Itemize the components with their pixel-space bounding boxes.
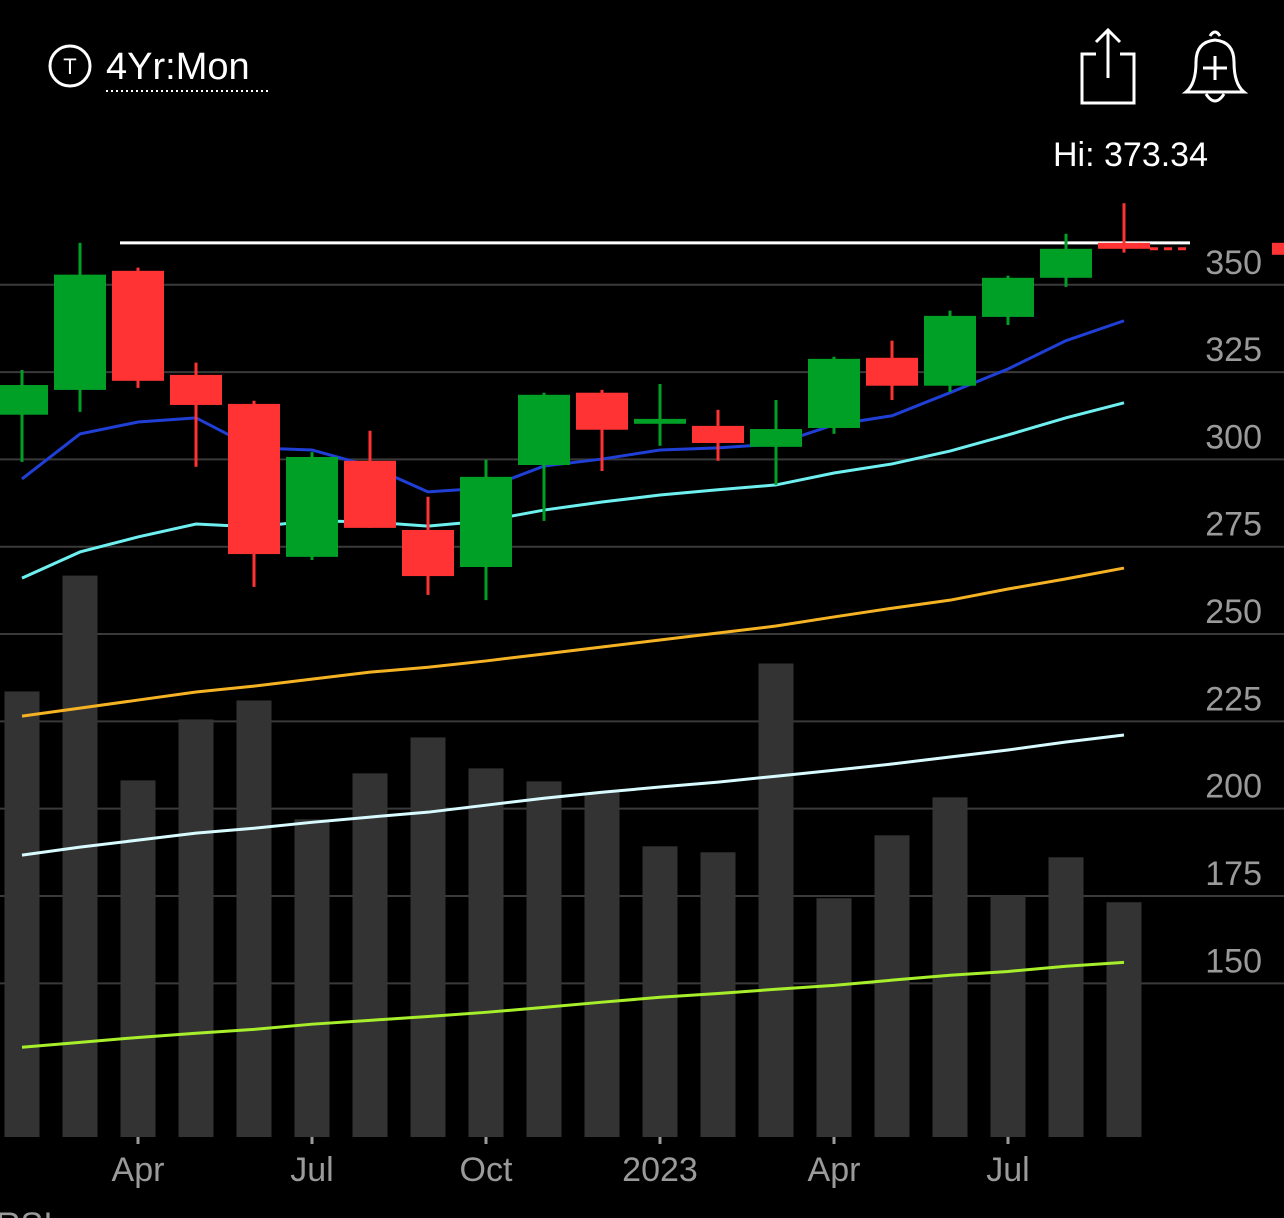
period-icon xyxy=(48,44,92,88)
body xyxy=(634,418,686,424)
volume-bar xyxy=(816,898,852,1137)
body xyxy=(54,274,106,390)
share-box xyxy=(1080,52,1136,105)
y-tick-label: 350 xyxy=(1205,244,1262,282)
body xyxy=(866,357,918,386)
volume-bar xyxy=(62,575,98,1137)
moving-average xyxy=(21,733,1125,857)
x-tick-label: Jul xyxy=(986,1151,1029,1189)
moving-average xyxy=(21,960,1125,1049)
volume-bar xyxy=(1048,857,1084,1137)
volume-bars xyxy=(4,575,1142,1137)
volume-bar xyxy=(642,846,678,1137)
x-tick-label: Apr xyxy=(112,1151,165,1189)
x-tick-label: Oct xyxy=(460,1151,513,1189)
alert-button[interactable] xyxy=(1181,30,1249,103)
volume-bar xyxy=(526,781,562,1137)
volume-bar xyxy=(294,819,330,1137)
volume-bar xyxy=(178,719,214,1137)
body xyxy=(518,394,570,466)
volume-bar xyxy=(352,773,388,1137)
body xyxy=(982,277,1034,317)
grid xyxy=(0,283,1284,985)
hi-label: Hi: 373.34 xyxy=(1053,136,1208,174)
volume-bar xyxy=(584,792,620,1137)
x-tick-label: Jul xyxy=(290,1151,333,1189)
share-arrow xyxy=(1094,27,1122,78)
y-tick-label: 225 xyxy=(1205,680,1262,718)
period-label: 4Yr:Mon xyxy=(106,46,250,88)
y-tick-label: 175 xyxy=(1205,855,1262,893)
share-button[interactable] xyxy=(1080,27,1136,105)
body xyxy=(1098,242,1150,249)
volume-bar xyxy=(468,768,504,1137)
body xyxy=(808,358,860,428)
y-tick-label: 325 xyxy=(1205,331,1262,369)
y-tick-label: 275 xyxy=(1205,506,1262,544)
body xyxy=(228,403,280,555)
period-selector[interactable]: T 4Yr:Mon xyxy=(48,44,268,92)
body xyxy=(170,374,222,405)
volume-bar xyxy=(932,797,968,1137)
body xyxy=(1040,248,1092,278)
bell-plus xyxy=(1203,30,1227,103)
body xyxy=(924,315,976,386)
body xyxy=(0,385,48,415)
x-tick-label: Apr xyxy=(808,1151,861,1189)
volume-bar xyxy=(4,691,40,1137)
ticks: 150 175 200 225 250 275 300 325 350 Apr Jul Oct 2023… xyxy=(112,244,1262,1189)
body xyxy=(576,392,628,430)
volume-bar xyxy=(410,737,446,1137)
volume-bar xyxy=(236,700,272,1137)
moving-average xyxy=(21,566,1125,718)
body xyxy=(344,460,396,528)
y-tick-label: 200 xyxy=(1205,768,1262,806)
volume-bar xyxy=(874,835,910,1137)
moving-averages xyxy=(21,319,1125,1049)
body xyxy=(112,270,164,381)
x-tick-label: 2023 xyxy=(622,1151,698,1189)
y-tick-label: 150 xyxy=(1205,942,1262,980)
last-price-marker xyxy=(1272,242,1284,255)
moving-average xyxy=(21,401,1125,580)
y-tick-label: 250 xyxy=(1205,593,1262,631)
bell xyxy=(1181,38,1249,94)
body xyxy=(750,429,802,447)
body xyxy=(460,476,512,567)
y-tick-label: 300 xyxy=(1205,418,1262,456)
indicator-label: RSI xyxy=(0,1206,53,1218)
candles xyxy=(0,203,1284,601)
body xyxy=(692,425,744,444)
body xyxy=(402,529,454,577)
volume-bar xyxy=(990,895,1026,1137)
volume-bar xyxy=(758,663,794,1137)
body xyxy=(286,456,338,557)
moving-average xyxy=(21,319,1125,494)
volume-bar xyxy=(120,780,156,1137)
period-icon-letter: T xyxy=(63,54,76,79)
volume-bar xyxy=(1106,902,1142,1137)
